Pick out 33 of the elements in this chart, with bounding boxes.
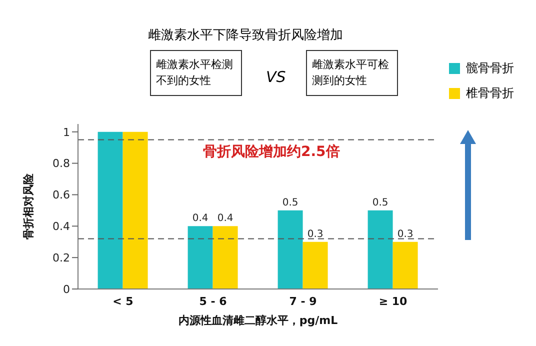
y-tick-label: 0.6 (52, 188, 70, 202)
bar (392, 242, 418, 289)
data-label: 0.3 (307, 228, 324, 240)
text: 雌激素水平可检测到的女性 (306, 50, 398, 96)
chart-title: 雌激素水平下降导致骨折风险增加 (148, 27, 343, 44)
data-label: 0.3 (397, 228, 414, 240)
y-tick-label: 0 (63, 282, 70, 296)
bar (188, 226, 213, 289)
y-tick-label: 0.8 (52, 157, 70, 170)
text: 雌激素水平检测不到的女性 (150, 50, 242, 96)
bar (122, 132, 148, 289)
legend-label: 髋骨骨折 (465, 60, 514, 77)
data-label: 0.5 (282, 197, 298, 208)
bar (98, 132, 123, 289)
data-label: 0.4 (217, 213, 234, 224)
y-tick-label: 0.2 (52, 251, 70, 264)
text: VS (266, 68, 286, 86)
x-axis-title: 内源性血清雌二醇水平，pg/mL (178, 314, 338, 327)
bar (368, 210, 393, 289)
x-tick-label: 7 - 9 (289, 294, 317, 308)
bar (302, 242, 328, 289)
y-tick-label: 1 (63, 126, 70, 139)
annotation: 骨折风险增加约2.5倍 (203, 143, 340, 161)
data-label: 0.4 (192, 213, 208, 224)
x-tick-label: ≥ 10 (378, 294, 408, 308)
y-axis-title: 骨折相对风险 (22, 172, 35, 240)
legend-label: 椎骨骨折 (465, 85, 514, 102)
data-label: 0.5 (372, 197, 388, 208)
x-tick-label: 5 - 6 (199, 294, 228, 308)
bar (278, 210, 303, 289)
y-tick-label: 0.4 (52, 220, 70, 234)
x-tick-label: < 5 (112, 294, 134, 308)
bar (212, 226, 238, 289)
